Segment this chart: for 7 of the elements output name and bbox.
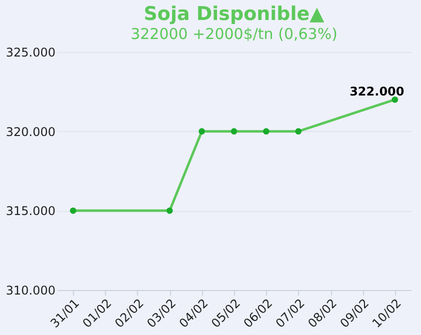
y-tick-label: 325.000 bbox=[6, 46, 56, 60]
text: 322.000 bbox=[350, 84, 404, 99]
y-tick-label: 315.000 bbox=[6, 204, 56, 218]
y-tick-label: 310.000 bbox=[6, 284, 56, 298]
chart-subtitle: 322000 +2000$/tn (0,63%) bbox=[130, 25, 338, 43]
chart-title: Soja Disponible▲ bbox=[144, 3, 325, 25]
y-tick-label: 320.000 bbox=[6, 124, 56, 139]
